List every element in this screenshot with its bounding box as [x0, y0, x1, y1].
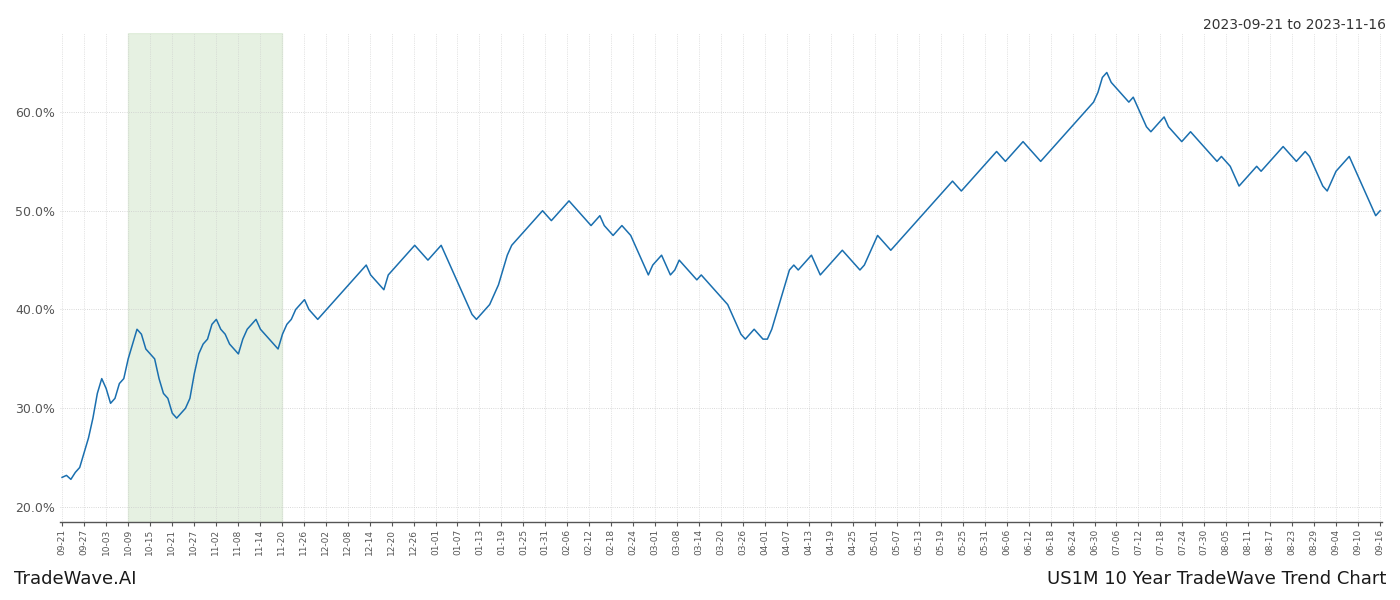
Text: US1M 10 Year TradeWave Trend Chart: US1M 10 Year TradeWave Trend Chart — [1047, 570, 1386, 588]
Text: 2023-09-21 to 2023-11-16: 2023-09-21 to 2023-11-16 — [1203, 18, 1386, 32]
Bar — [127, 33, 281, 522]
Text: TradeWave.AI: TradeWave.AI — [14, 570, 137, 588]
